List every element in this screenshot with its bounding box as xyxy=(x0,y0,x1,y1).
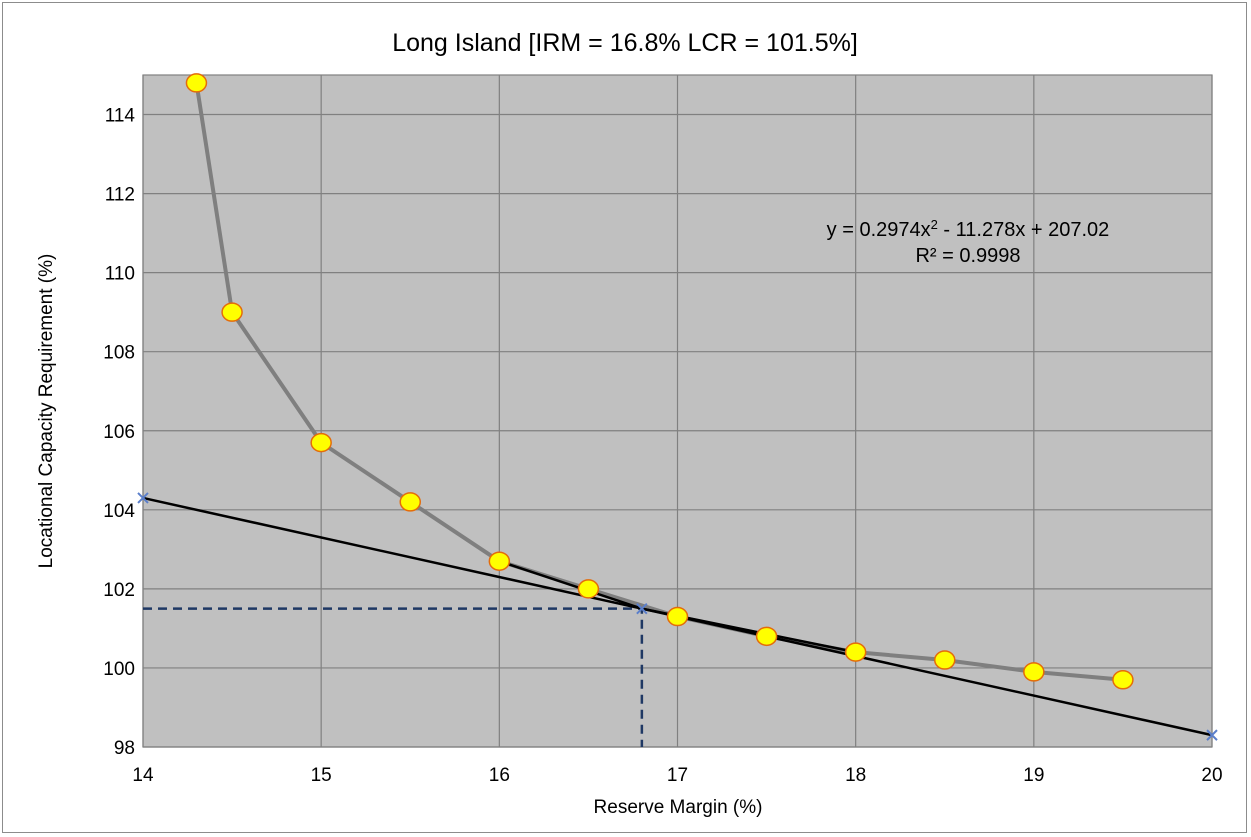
data-point xyxy=(577,579,600,599)
x-tick-label: 20 xyxy=(1201,765,1222,786)
data-point xyxy=(399,492,421,512)
y-tick-label: 110 xyxy=(105,264,135,285)
data-point xyxy=(310,432,332,453)
y-tick-label: 104 xyxy=(103,501,135,522)
y-tick-label: 100 xyxy=(103,659,135,680)
y-tick-label: 106 xyxy=(103,422,135,443)
y-axis-label: Locational Capacity Requirement (%) xyxy=(36,254,57,569)
trendline-equation: y = 0.2974x2 - 11.278x + 207.02 xyxy=(827,217,1110,242)
tick-labels: 14 15 16 17 18 19 20 98 100 102 104 106 108 110 112 114 xyxy=(103,106,1222,786)
markers xyxy=(137,73,1218,741)
data-point xyxy=(488,551,511,571)
y-tick-label: 112 xyxy=(105,185,135,206)
data-point xyxy=(1023,662,1045,682)
equation-part-3: - 11.278x + 207.02 xyxy=(938,219,1109,241)
y-tick-label: 98 xyxy=(114,738,135,759)
x-tick-label: 14 xyxy=(132,765,154,786)
data-point xyxy=(844,642,867,662)
x-tick-label: 15 xyxy=(311,765,332,786)
data-point xyxy=(755,626,778,647)
chart-title: Long Island [IRM = 16.8% LCR = 101.5%] xyxy=(392,29,858,57)
x-tick-label: 16 xyxy=(489,765,510,786)
gridlines xyxy=(142,74,1213,748)
tangent-point-marker xyxy=(636,602,648,615)
plot-border xyxy=(142,74,1213,748)
r-squared-label: R² = 0.9998 xyxy=(915,245,1020,267)
data-point xyxy=(666,606,689,627)
data-point xyxy=(1112,670,1134,690)
y-tick-label: 102 xyxy=(103,580,135,601)
x-tick-label: 19 xyxy=(1023,765,1044,786)
data-point xyxy=(185,73,208,93)
tangent-point-marker xyxy=(137,492,149,504)
y-tick-label: 108 xyxy=(103,343,135,364)
y-tick-label: 114 xyxy=(105,106,136,127)
x-tick-label: 17 xyxy=(667,765,688,786)
equation-superscript: 2 xyxy=(931,217,938,232)
x-axis-label: Reserve Margin (%) xyxy=(594,797,763,818)
data-point xyxy=(221,302,243,322)
data-series-line xyxy=(194,82,1124,682)
x-tick-label: 18 xyxy=(845,765,866,786)
tangent-point-marker xyxy=(1206,729,1218,741)
data-point xyxy=(934,650,956,670)
equation-part-1: y = 0.2974x xyxy=(827,219,931,241)
